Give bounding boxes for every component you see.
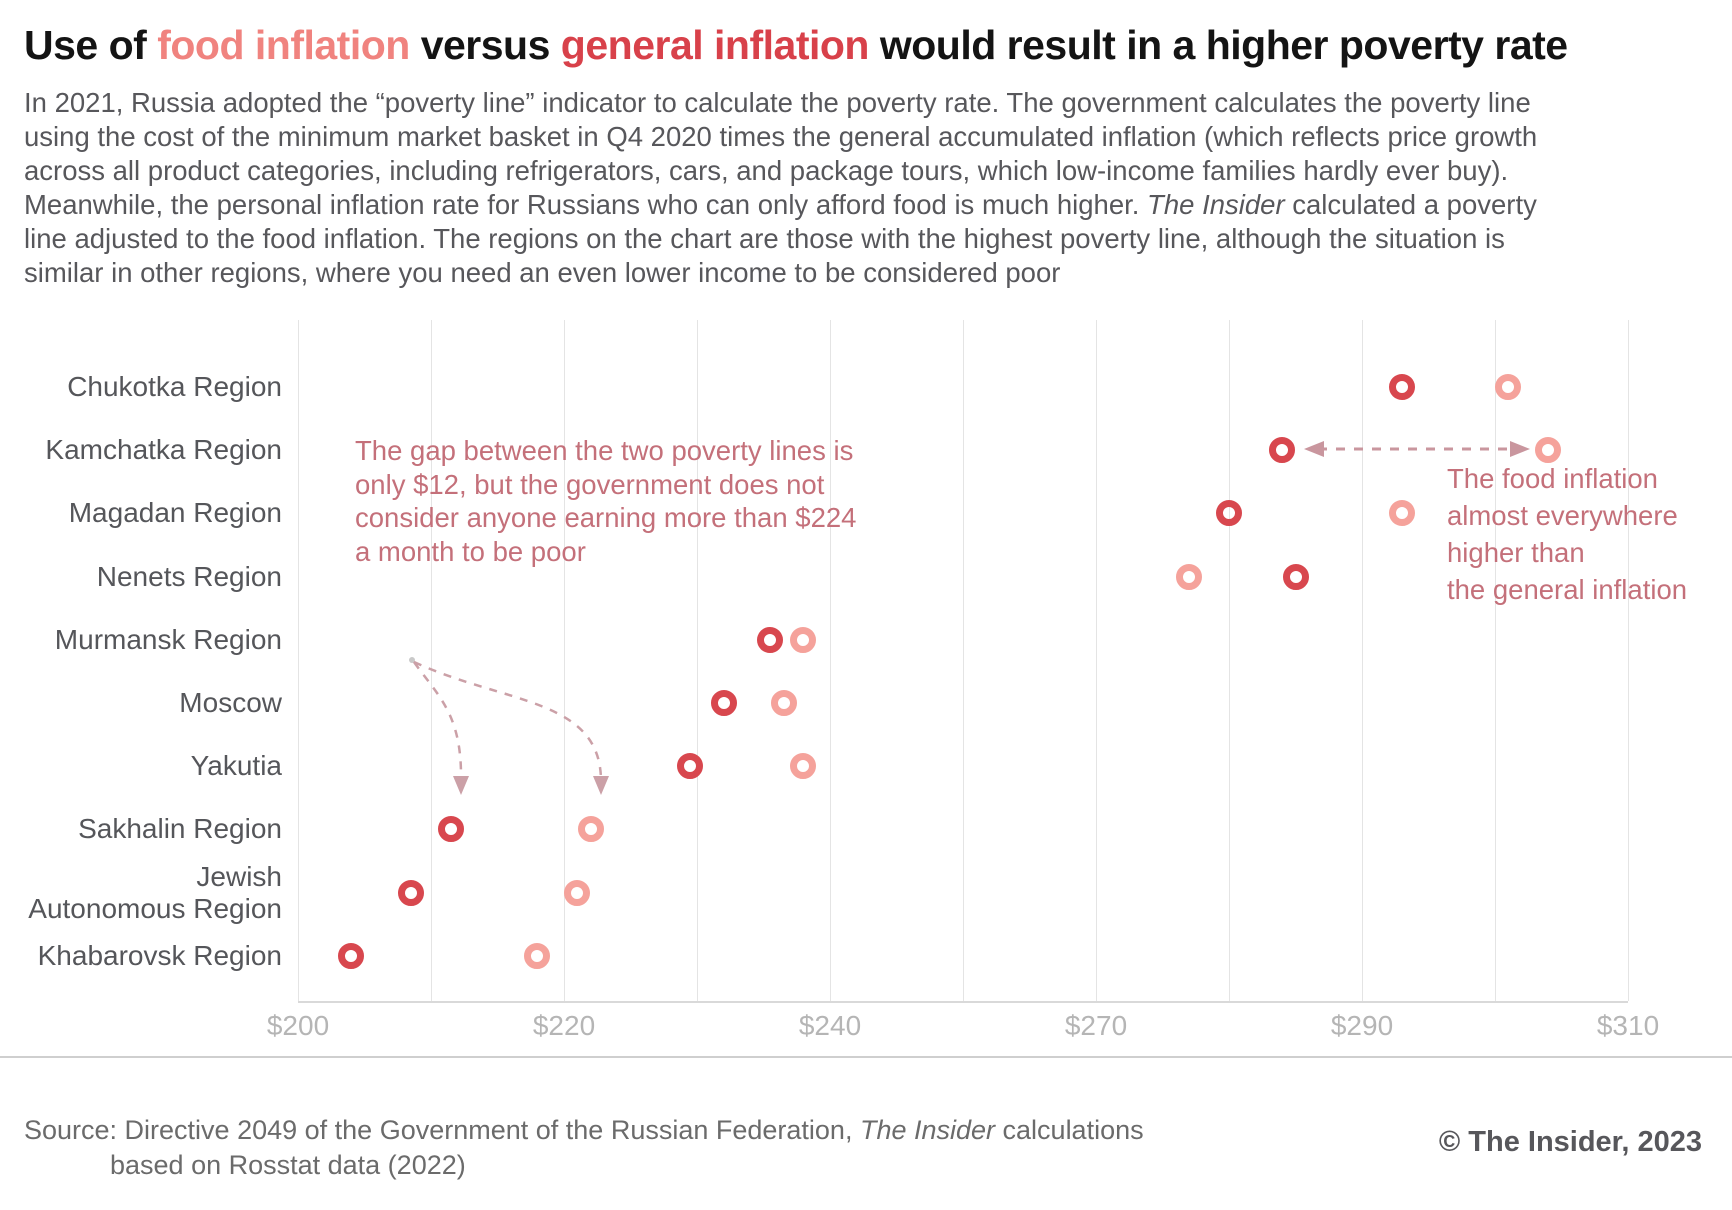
gridline xyxy=(963,320,964,1001)
copyright: © The Insider, 2023 xyxy=(1438,1126,1702,1158)
gridline xyxy=(1628,320,1629,1001)
intro-paragraph: In 2021, Russia adopted the “poverty lin… xyxy=(24,86,1548,290)
y-axis-label: Sakhalin Region xyxy=(78,813,282,845)
food-inflation-dot xyxy=(524,942,551,969)
text-segment: In 2021, Russia adopted the “poverty lin… xyxy=(24,87,1538,220)
general-inflation-dot xyxy=(757,626,784,653)
gridline xyxy=(564,320,565,1001)
gap-arrow-right-head xyxy=(593,776,609,795)
general-inflation-dot xyxy=(398,879,425,906)
kamchatka-arrow-left-head xyxy=(1304,441,1324,457)
food-inflation-dot xyxy=(1535,437,1562,464)
x-axis-tick-label: $220 xyxy=(532,1010,596,1041)
food-inflation-dot xyxy=(790,753,817,780)
general-inflation-dot xyxy=(338,942,365,969)
general-inflation-dot xyxy=(677,753,704,780)
y-axis-label: Murmansk Region xyxy=(54,623,282,655)
gridline xyxy=(697,320,698,1001)
general-inflation-dot xyxy=(437,816,464,843)
text-segment: The Insider xyxy=(859,1115,996,1145)
food-inflation-dot xyxy=(790,626,817,653)
gridline xyxy=(1495,320,1496,1001)
x-axis-tick-label: $200 xyxy=(266,1010,330,1041)
y-axis-label: Chukotka Region xyxy=(67,371,282,402)
food-inflation-annotation: The food inflation almost everywhere hig… xyxy=(1447,463,1688,605)
food-inflation-dot xyxy=(1495,374,1522,400)
gridline xyxy=(1362,320,1363,1001)
page-title: Use of food inflation versus general inf… xyxy=(24,22,1714,69)
footer-divider xyxy=(0,1056,1732,1058)
x-axis-tick-label: $270 xyxy=(1064,1010,1128,1041)
x-axis-tick-label: $310 xyxy=(1596,1010,1660,1041)
food-inflation-dot xyxy=(1388,500,1415,527)
gridline xyxy=(431,320,432,1001)
y-axis-label: Nenets Region xyxy=(96,560,282,592)
y-axis-label: Magadan Region xyxy=(68,497,282,529)
y-axis-label: Moscow xyxy=(179,687,282,718)
text-segment: versus xyxy=(409,22,561,68)
gap-arrow-right-curve xyxy=(413,660,603,781)
food-inflation-dot xyxy=(577,816,604,843)
text-segment: Use of xyxy=(24,22,158,68)
text-segment: calculated a poverty line adjusted to th… xyxy=(24,189,1537,288)
gridline xyxy=(1229,320,1230,1001)
food-inflation-dot xyxy=(1176,563,1203,590)
general-inflation-dot xyxy=(1269,437,1296,464)
text-segment: The Insider xyxy=(1147,189,1285,220)
gap-arrow-left-head xyxy=(453,776,469,795)
y-axis-label: Khabarovsk Region xyxy=(37,939,282,971)
y-axis-label: Jewish Autonomous Region xyxy=(28,860,282,924)
kamchatka-arrow-right-head xyxy=(1510,441,1530,457)
source-line-1: Source: Directive 2049 of the Government… xyxy=(24,1113,1144,1148)
y-axis-label: Yakutia xyxy=(190,750,282,782)
gridline xyxy=(1096,320,1097,1001)
x-axis-tick-label: $290 xyxy=(1330,1010,1394,1041)
x-axis-tick-label: $240 xyxy=(798,1010,862,1041)
food-inflation-dot xyxy=(564,879,591,906)
text-segment: food inflation xyxy=(157,22,410,68)
gap-arrow-left-curve xyxy=(412,661,463,781)
general-inflation-dot xyxy=(710,690,737,716)
source-line-2: based on Rosstat data (2022) xyxy=(110,1150,466,1180)
arrow-origin-dot xyxy=(409,657,415,663)
x-axis-line xyxy=(298,1001,1628,1003)
source-note: Source: Directive 2049 of the Government… xyxy=(24,1113,1144,1183)
y-axis-label: Kamchatka Region xyxy=(45,434,282,466)
text-segment: Source: Directive 2049 of the Government… xyxy=(24,1115,860,1145)
gridline xyxy=(830,320,831,1001)
gridline xyxy=(298,320,299,1001)
food-inflation-dot xyxy=(770,690,797,716)
general-inflation-dot xyxy=(1282,563,1309,590)
general-inflation-dot xyxy=(1388,374,1415,400)
gap-annotation: The gap between the two poverty lines is… xyxy=(355,435,857,567)
text-segment: would result in a higher poverty rate xyxy=(868,22,1568,68)
general-inflation-dot xyxy=(1216,500,1242,527)
text-segment: general inflation xyxy=(560,22,870,68)
text-segment: calculations xyxy=(995,1115,1144,1145)
